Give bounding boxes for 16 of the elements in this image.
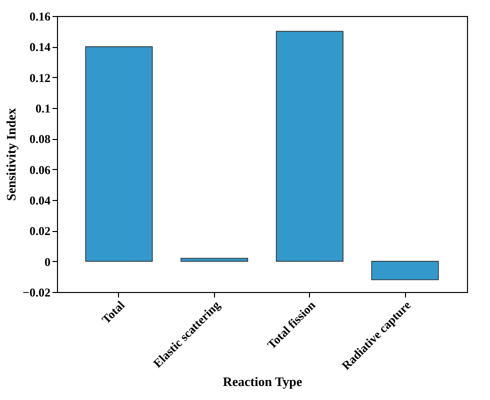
y-tick-label: 0.14 (30, 40, 50, 54)
y-tick-label: −0.02 (22, 286, 50, 300)
y-tick-label: 0.02 (30, 224, 50, 238)
bar (276, 30, 344, 262)
bar (85, 46, 153, 262)
y-tick-label: 0.12 (30, 70, 50, 85)
bar (180, 258, 248, 262)
y-tick-label: 0.06 (30, 162, 50, 177)
y-axis-title: Sensitivity Index (4, 108, 19, 201)
y-tick-label: 0.16 (30, 10, 50, 24)
y-tick-label: 0.1 (36, 102, 50, 116)
bar (371, 260, 439, 280)
y-tick-label: 0 (44, 254, 50, 269)
y-tick-label: 0.04 (30, 194, 50, 208)
y-tick-label: 0.08 (30, 132, 50, 146)
x-axis-title: Reaction Type (222, 374, 302, 389)
